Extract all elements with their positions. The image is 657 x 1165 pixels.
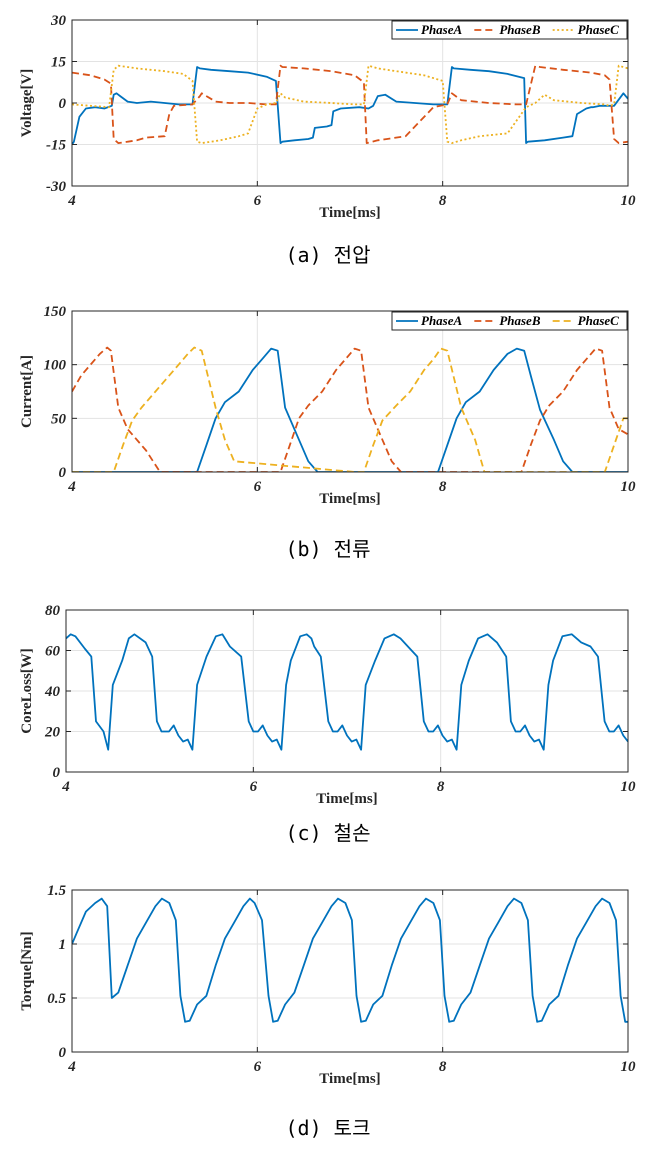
y-tick-label: -15	[46, 138, 66, 154]
x-tick-label: 8	[439, 1059, 447, 1075]
x-tick-label: 4	[67, 1059, 76, 1075]
x-tick-label: 10	[621, 193, 637, 209]
y-tick-label: 1	[59, 937, 67, 953]
x-axis-label: Time[ms]	[316, 791, 377, 807]
y-tick-label: 0	[59, 1045, 67, 1061]
axes-box	[71, 310, 629, 473]
x-tick-label: 10	[621, 779, 637, 795]
legend-label: PhaseC	[578, 22, 620, 37]
series-line-0	[66, 633, 628, 751]
legend-label: PhaseC	[578, 313, 620, 328]
y-axis-label: Current[A]	[19, 355, 35, 428]
legend: PhaseA PhaseB PhaseC	[391, 311, 628, 331]
figure-caption: (c) 철손	[286, 821, 371, 845]
figure-caption: (b) 전류	[286, 537, 371, 561]
y-tick-label: 50	[51, 411, 67, 427]
x-tick-label: 10	[621, 1059, 637, 1075]
y-tick-label: 0	[53, 765, 61, 781]
x-tick-label: 6	[254, 1059, 262, 1075]
y-tick-label: 15	[51, 55, 67, 71]
y-tick-label: 100	[44, 358, 67, 374]
series-line-0	[72, 897, 628, 1023]
chart-panel-0: 4 6 8 10 -30 -15 0 15 30 Time[ms] Voltage[V] PhaseA…	[19, 13, 636, 267]
x-tick-label: 4	[61, 779, 70, 795]
x-tick-label: 8	[437, 779, 445, 795]
figure-caption: (d) 토크	[286, 1116, 371, 1140]
legend-label: PhaseA	[421, 22, 463, 37]
legend-box	[391, 20, 628, 40]
legend: PhaseA PhaseB PhaseC	[391, 20, 628, 40]
chart-panel-2: 4 6 8 10 0 20 40 60 80 Time[ms] CoreLoss[W] (c) 철손	[19, 603, 636, 845]
x-tick-label: 8	[439, 193, 447, 209]
series-line-phaseb	[72, 346, 628, 472]
y-tick-label: 40	[44, 684, 61, 700]
y-tick-label: 30	[50, 13, 67, 29]
y-axis-label: Torque[Nm]	[19, 931, 35, 1010]
x-axis-label: Time[ms]	[319, 491, 380, 507]
x-tick-label: 8	[439, 479, 447, 495]
y-tick-label: 1.5	[47, 883, 66, 899]
series-line-phaseb	[72, 64, 628, 145]
x-tick-label: 6	[254, 193, 262, 209]
legend-box	[391, 311, 628, 331]
series-line-phasea	[72, 66, 628, 146]
x-axis-label: Time[ms]	[319, 205, 380, 221]
y-tick-label: 80	[45, 603, 61, 619]
y-tick-label: 150	[44, 304, 67, 320]
x-tick-label: 4	[67, 479, 76, 495]
y-tick-label: 20	[44, 725, 61, 741]
figure-caption: (a) 전압	[286, 243, 371, 267]
series-line-phasec	[72, 64, 628, 145]
legend-label: PhaseB	[499, 313, 541, 328]
x-tick-label: 4	[67, 193, 76, 209]
y-tick-label: 0	[59, 96, 67, 112]
y-tick-label: 0.5	[47, 991, 66, 1007]
y-tick-label: 60	[45, 644, 61, 660]
x-tick-label: 10	[621, 479, 637, 495]
y-tick-label: -30	[46, 179, 66, 195]
x-axis-label: Time[ms]	[319, 1071, 380, 1087]
y-axis-label: CoreLoss[W]	[19, 648, 35, 734]
series-line-phasea	[72, 347, 628, 472]
series-line-phasec	[72, 346, 628, 472]
y-tick-label: 0	[59, 465, 67, 481]
x-tick-label: 6	[250, 779, 258, 795]
y-axis-label: Voltage[V]	[19, 69, 35, 138]
legend-label: PhaseB	[499, 22, 541, 37]
legend-label: PhaseA	[421, 313, 463, 328]
axes-box	[71, 889, 629, 1053]
x-tick-label: 6	[254, 479, 262, 495]
chart-panel-3: 4 6 8 10 0 0.5 1 1.5 Time[ms] Torque[Nm] (d) 토크	[19, 883, 636, 1140]
